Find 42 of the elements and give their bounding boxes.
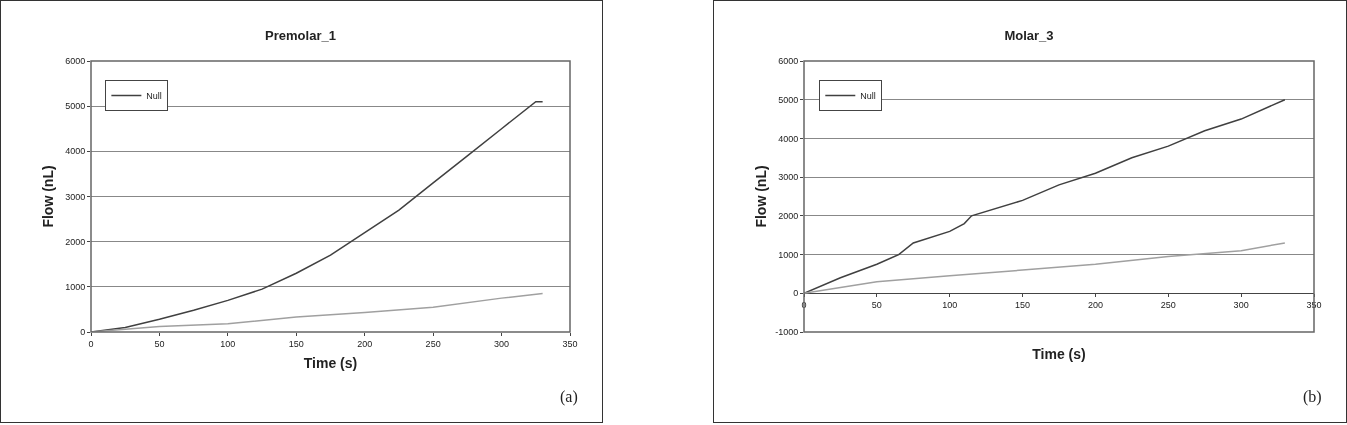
y-axis-title: Flow (nL) [753, 165, 769, 228]
y-tick-label: 1000 [778, 249, 799, 260]
x-tick-label: 0 [801, 300, 807, 311]
x-tick-label: 150 [288, 338, 304, 349]
x-tick-label: 250 [1160, 300, 1176, 311]
y-tick-label: 6000 [778, 56, 799, 67]
x-axis-title: Time (s) [303, 355, 358, 372]
x-tick-label: 250 [425, 338, 441, 349]
x-tick-label: 50 [871, 300, 882, 311]
legend-label: Null [146, 90, 162, 101]
y-tick-label: 2000 [778, 211, 799, 222]
x-tick-label: 350 [1306, 300, 1322, 311]
y-axis-title: Flow (nL) [40, 165, 56, 228]
y-tick-label: 3000 [778, 172, 799, 183]
line-series [804, 242, 1286, 295]
text: (a) [560, 388, 578, 406]
y-tick-label: 1000 [65, 281, 86, 292]
chart-title: Premolar_1 [265, 27, 336, 43]
y-tick-label: 6000 [65, 56, 86, 67]
y-tick-label: 4000 [65, 146, 86, 157]
x-tick-label: 350 [562, 338, 578, 349]
y-tick-label: 0 [793, 288, 799, 299]
x-tick-label: 50 [154, 338, 165, 349]
x-tick-label: 200 [1087, 300, 1103, 311]
x-tick-label: 150 [1015, 300, 1031, 311]
legend-label: Null [860, 90, 876, 101]
y-tick-label: -1000 [775, 327, 799, 338]
text: (b) [1303, 388, 1322, 406]
x-tick-label: 300 [1233, 300, 1249, 311]
y-tick-label: 4000 [778, 133, 799, 144]
y-tick-label: 3000 [65, 191, 86, 202]
x-tick-label: 100 [942, 300, 958, 311]
y-tick-label: 5000 [778, 94, 799, 105]
x-tick-label: 200 [357, 338, 373, 349]
chart-title: Molar_3 [1004, 27, 1054, 43]
y-tick-label: 5000 [65, 101, 86, 112]
x-axis-title: Time (s) [1032, 346, 1086, 363]
y-tick-label: 2000 [65, 236, 86, 247]
x-tick-label: 300 [494, 338, 510, 349]
x-tick-label: 100 [220, 338, 236, 349]
x-tick-label: 0 [88, 338, 94, 349]
y-tick-label: 0 [80, 327, 86, 338]
